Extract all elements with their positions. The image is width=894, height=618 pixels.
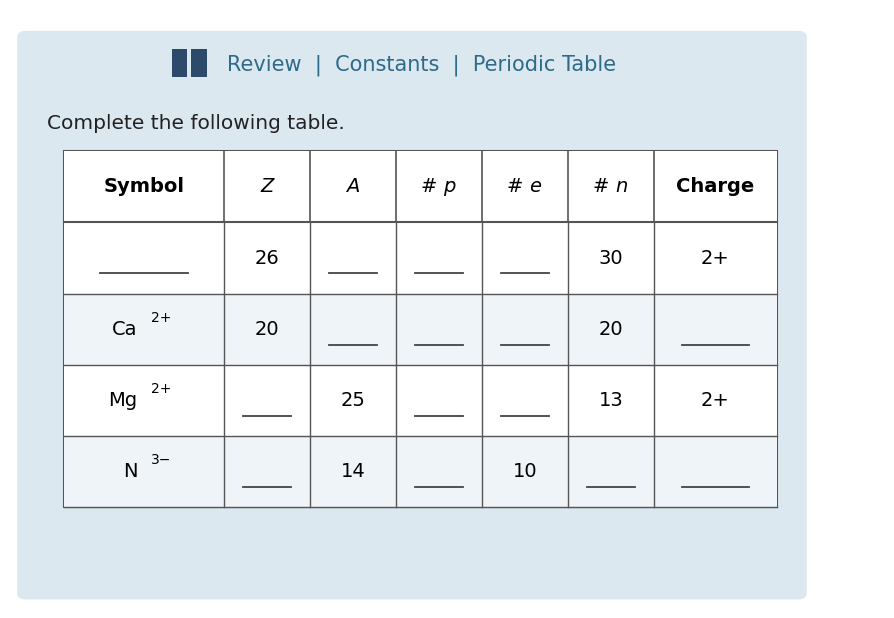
Text: 26: 26	[255, 248, 280, 268]
Text: Ca: Ca	[112, 320, 138, 339]
Text: #: #	[593, 177, 609, 197]
Text: #: #	[506, 177, 523, 197]
Text: 2+: 2+	[151, 311, 172, 325]
FancyBboxPatch shape	[172, 49, 187, 77]
Text: Symbol: Symbol	[104, 177, 185, 197]
Text: 13: 13	[598, 391, 623, 410]
Text: Review  |  Constants  |  Periodic Table: Review | Constants | Periodic Table	[227, 54, 617, 75]
FancyBboxPatch shape	[64, 365, 777, 436]
Text: 2+: 2+	[701, 248, 730, 268]
Text: Mg: Mg	[108, 391, 138, 410]
Text: #: #	[420, 177, 437, 197]
Text: p: p	[443, 177, 455, 197]
Text: e: e	[529, 177, 541, 197]
Text: 2+: 2+	[701, 391, 730, 410]
Text: n: n	[615, 177, 628, 197]
FancyBboxPatch shape	[17, 31, 806, 599]
Text: 2+: 2+	[151, 382, 172, 396]
Text: 10: 10	[512, 462, 537, 481]
Text: 14: 14	[341, 462, 366, 481]
Text: Z: Z	[260, 177, 274, 197]
Text: 20: 20	[255, 320, 279, 339]
Text: Charge: Charge	[676, 177, 755, 197]
FancyBboxPatch shape	[191, 49, 207, 77]
FancyBboxPatch shape	[64, 436, 777, 507]
FancyBboxPatch shape	[64, 151, 777, 222]
FancyBboxPatch shape	[64, 151, 777, 507]
Text: N: N	[122, 462, 138, 481]
FancyBboxPatch shape	[64, 294, 777, 365]
Text: A: A	[346, 177, 359, 197]
Text: 30: 30	[599, 248, 623, 268]
Text: Complete the following table.: Complete the following table.	[47, 114, 345, 133]
FancyBboxPatch shape	[64, 222, 777, 294]
Text: 25: 25	[341, 391, 366, 410]
Text: 3−: 3−	[151, 453, 172, 467]
Text: 20: 20	[599, 320, 623, 339]
